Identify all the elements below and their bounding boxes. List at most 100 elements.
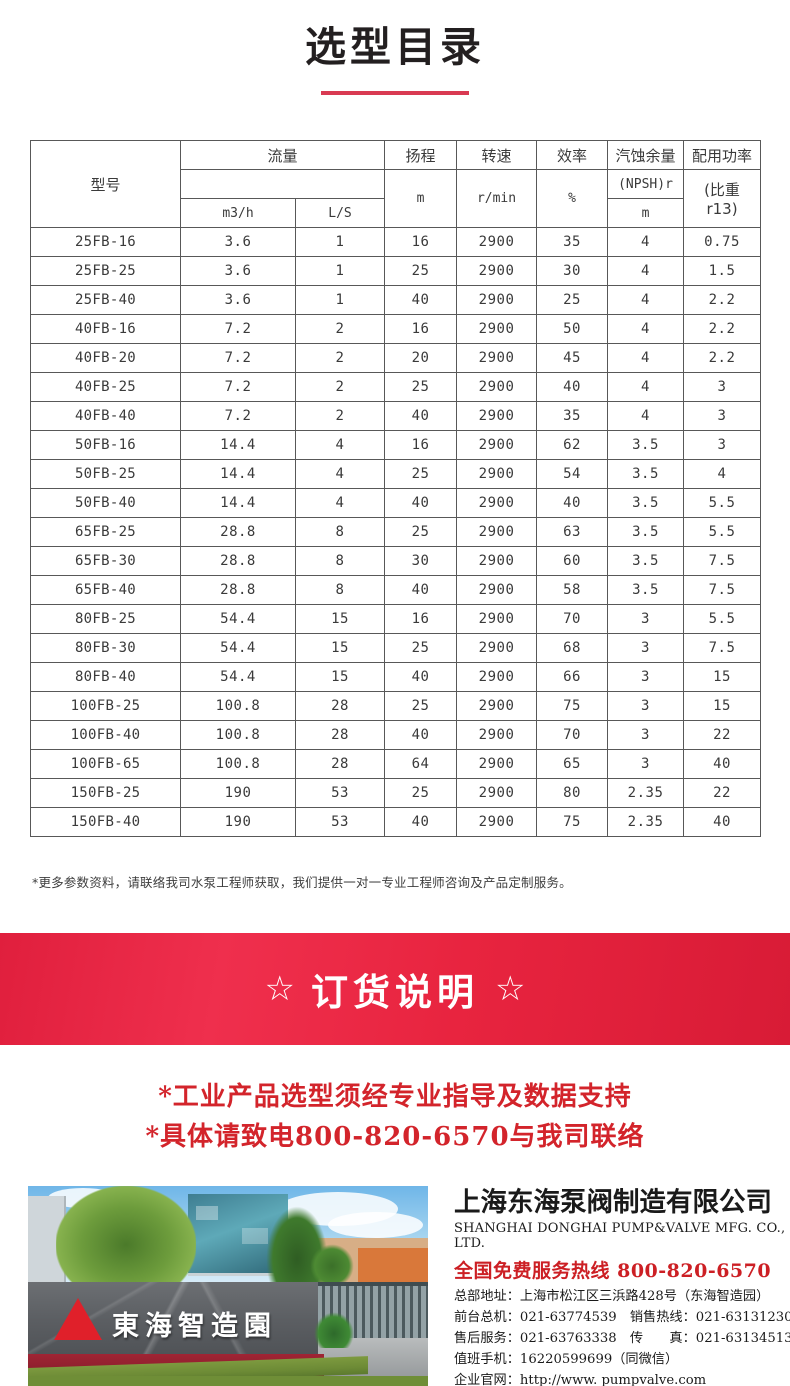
cell-npsh: 3 xyxy=(607,604,685,635)
cell-npsh: 3.5 xyxy=(607,575,685,606)
table-row: 80FB-25 54.4 15 16 2900 70 3 5.5 xyxy=(30,604,762,635)
cell-m3h: 28.8 xyxy=(180,546,296,577)
cell-m3h: 14.4 xyxy=(180,459,296,490)
cell-power: 3 xyxy=(683,401,762,432)
cell-m3h: 7.2 xyxy=(180,372,296,403)
cell-power: 7.5 xyxy=(683,633,762,664)
table-row: 25FB-40 3.6 1 40 2900 25 4 2.2 xyxy=(30,285,762,316)
cell-ls: 15 xyxy=(294,633,386,664)
cell-head: 30 xyxy=(384,546,458,577)
cell-eff: 35 xyxy=(536,401,609,432)
cell-m3h: 3.6 xyxy=(180,227,296,258)
cell-power: 22 xyxy=(683,778,762,809)
page-title: 选型目录 xyxy=(305,23,485,71)
cell-eff: 63 xyxy=(536,517,609,548)
company-entrance-photo: 東海智造園 xyxy=(28,1185,428,1386)
cell-ls: 28 xyxy=(294,720,386,751)
power-sub-line2: r13) xyxy=(706,200,738,219)
photo-lawn-front xyxy=(28,1375,428,1386)
cell-npsh: 4 xyxy=(607,285,685,316)
cell-m3h: 7.2 xyxy=(180,401,296,432)
cell-ls: 2 xyxy=(294,401,386,432)
cell-head: 16 xyxy=(384,314,458,345)
cell-head: 25 xyxy=(384,459,458,490)
cell-head: 25 xyxy=(384,691,458,722)
cell-model: 50FB-16 xyxy=(30,430,181,461)
table-row: 80FB-40 54.4 15 40 2900 66 3 15 xyxy=(30,662,762,693)
table-row: 65FB-25 28.8 8 25 2900 63 3.5 5.5 xyxy=(30,517,762,548)
cell-speed: 2900 xyxy=(456,314,538,345)
cell-model: 100FB-40 xyxy=(30,720,181,751)
cell-ls: 28 xyxy=(294,691,386,722)
cell-m3h: 14.4 xyxy=(180,488,296,519)
cell-eff: 70 xyxy=(536,720,609,751)
cell-head: 20 xyxy=(384,343,458,374)
table-row: 150FB-40 190 53 40 2900 75 2.35 40 xyxy=(30,807,762,838)
cell-eff: 66 xyxy=(536,662,609,693)
cell-ls: 8 xyxy=(294,517,386,548)
cell-power: 2.2 xyxy=(683,343,762,374)
cell-ls: 8 xyxy=(294,546,386,577)
cell-speed: 2900 xyxy=(456,546,538,577)
cell-npsh: 3.5 xyxy=(607,430,685,461)
cell-npsh: 4 xyxy=(607,343,685,374)
cell-speed: 2900 xyxy=(456,256,538,287)
cell-ls: 15 xyxy=(294,662,386,693)
company-contact-list: 总部地址：上海市松江区三浜路428号（东海智造园） 前台总机：021-63774… xyxy=(454,1287,790,1386)
cell-ls: 53 xyxy=(294,807,386,838)
cell-eff: 40 xyxy=(536,372,609,403)
cell-speed: 2900 xyxy=(456,778,538,809)
photo-tree xyxy=(310,1243,354,1288)
cell-model: 100FB-25 xyxy=(30,691,181,722)
company-mobile: 值班手机：16220599699（同微信） xyxy=(454,1351,679,1367)
company-website[interactable]: 企业官网：http://www. pumpvalve.com xyxy=(454,1372,707,1386)
cell-speed: 2900 xyxy=(456,459,538,490)
header-row-1: 型号 流量 扬程 转速 效率 汽蚀余量 配用功率 xyxy=(30,140,762,229)
cell-m3h: 14.4 xyxy=(180,430,296,461)
cell-head: 16 xyxy=(384,227,458,258)
cell-model: 25FB-40 xyxy=(30,285,181,316)
spec-table-wrap: 型号 流量 扬程 转速 效率 汽蚀余量 配用功率 m r/min % (NPSH… xyxy=(30,140,762,838)
cell-power: 2.2 xyxy=(683,285,762,316)
table-row: 40FB-20 7.2 2 20 2900 45 4 2.2 xyxy=(30,343,762,374)
cell-model: 80FB-25 xyxy=(30,604,181,635)
cell-model: 65FB-30 xyxy=(30,546,181,577)
cell-eff: 65 xyxy=(536,749,609,780)
cell-npsh: 4 xyxy=(607,372,685,403)
cell-npsh: 4 xyxy=(607,314,685,345)
cell-power: 15 xyxy=(683,662,762,693)
table-row: 50FB-40 14.4 4 40 2900 40 3.5 5.5 xyxy=(30,488,762,519)
cell-npsh: 3 xyxy=(607,691,685,722)
cell-m3h: 28.8 xyxy=(180,575,296,606)
company-switchboard: 前台总机：021-63774539 销售热线：021-63131230 xyxy=(454,1310,790,1326)
cell-npsh: 3 xyxy=(607,749,685,780)
highlight-line-1: *工业产品选型须经专业指导及数据支持 xyxy=(158,1082,632,1113)
photo-cloud xyxy=(328,1211,423,1238)
col-speed: 转速 xyxy=(456,140,538,171)
cell-m3h: 100.8 xyxy=(180,691,296,722)
cell-power: 22 xyxy=(683,720,762,751)
cell-m3h: 54.4 xyxy=(180,633,296,664)
company-footer: 東海智造園 上海东海泵阀制造有限公司 SHANGHAI DONGHAI PUMP… xyxy=(28,1185,790,1386)
cell-speed: 2900 xyxy=(456,430,538,461)
cell-model: 40FB-20 xyxy=(30,343,181,374)
cell-power: 40 xyxy=(683,807,762,838)
highlight-block: *工业产品选型须经专业指导及数据支持 *具体请致电800-820-6570与我司… xyxy=(0,1077,790,1158)
banner-title: 订货说明 xyxy=(311,971,479,1015)
col-model: 型号 xyxy=(30,140,181,229)
cell-power: 5.5 xyxy=(683,488,762,519)
spec-table: 型号 流量 扬程 转速 效率 汽蚀余量 配用功率 m r/min % (NPSH… xyxy=(30,140,762,838)
cell-ls: 8 xyxy=(294,575,386,606)
cell-ls: 1 xyxy=(294,227,386,258)
header-row-2: m r/min % (NPSH)r (比重 r13) xyxy=(31,169,762,229)
cell-eff: 50 xyxy=(536,314,609,345)
cell-npsh: 3 xyxy=(607,662,685,693)
cell-head: 40 xyxy=(384,488,458,519)
cell-head: 25 xyxy=(384,372,458,403)
power-sub-label: (比重 r13) xyxy=(683,169,762,229)
star-right-icon: ☆ xyxy=(495,970,526,1009)
company-name-en: SHANGHAI DONGHAI PUMP&VALVE MFG. CO., LT… xyxy=(454,1221,786,1252)
cell-eff: 70 xyxy=(536,604,609,635)
footnote: *更多参数资料，请联络我司水泵工程师获取，我们提供一对一专业工程师咨询及产品定制… xyxy=(32,875,572,891)
cell-m3h: 190 xyxy=(180,807,296,838)
